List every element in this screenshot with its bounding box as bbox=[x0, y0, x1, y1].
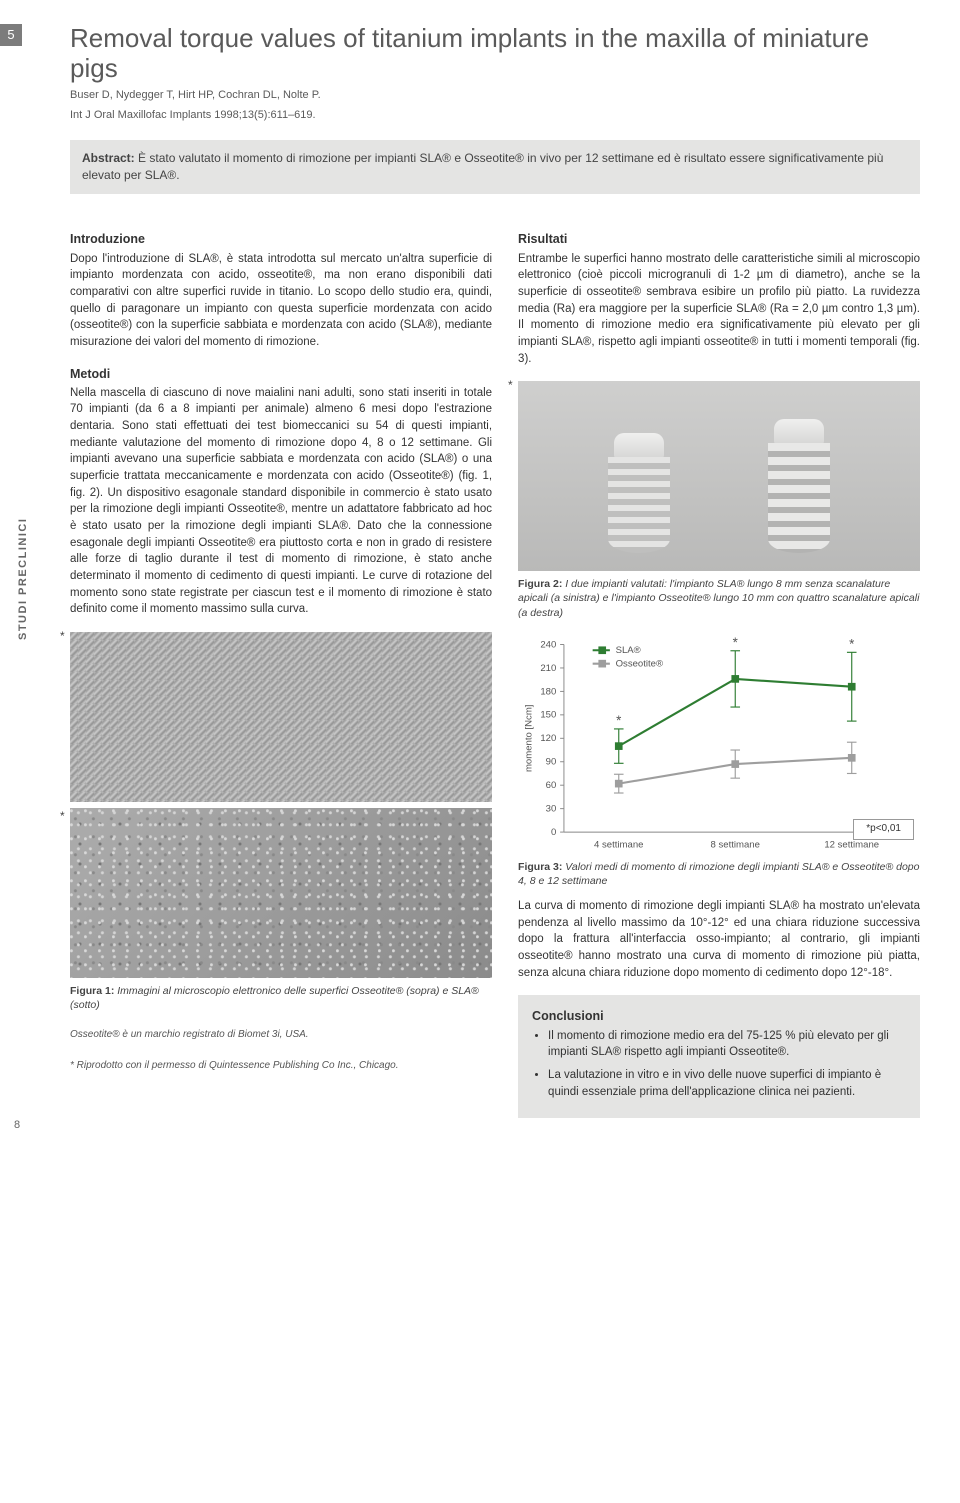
results-text: Entrambe le superfici hanno mostrato del… bbox=[518, 251, 920, 368]
svg-text:180: 180 bbox=[540, 686, 556, 697]
svg-text:90: 90 bbox=[546, 756, 557, 767]
sem-image-bottom bbox=[70, 808, 492, 978]
authors: Buser D, Nydegger T, Hirt HP, Cochran DL… bbox=[70, 88, 920, 104]
svg-text:*: * bbox=[616, 713, 621, 728]
figure-2-caption: Figura 2: I due impianti valutati: l'imp… bbox=[518, 577, 920, 620]
asterisk-icon: * bbox=[60, 628, 65, 645]
figure-2: * Figura 2: I due impianti valutati: l'i… bbox=[518, 381, 920, 620]
abstract-text: È stato valutato il momento di rimozione… bbox=[82, 151, 883, 182]
figure-1: * * Figura 1: Immagini al microscopio el… bbox=[70, 632, 492, 1012]
svg-text:120: 120 bbox=[540, 733, 556, 744]
page-badge: 5 bbox=[0, 24, 22, 46]
svg-text:Osseotite®: Osseotite® bbox=[616, 658, 663, 669]
trademark-note: Osseotite® è un marchio registrato di Bi… bbox=[70, 1028, 492, 1043]
implant-photo bbox=[518, 381, 920, 571]
abstract-box: Abstract: È stato valutato il momento di… bbox=[70, 140, 920, 195]
svg-text:12 settimane: 12 settimane bbox=[824, 839, 879, 850]
permission-note: * Riprodotto con il permesso di Quintess… bbox=[70, 1059, 492, 1074]
citation: Int J Oral Maxillofac Implants 1998;13(5… bbox=[70, 108, 920, 124]
intro-heading: Introduzione bbox=[70, 230, 492, 248]
conclusions-heading: Conclusioni bbox=[532, 1007, 906, 1025]
fig1-caption-text: Immagini al microscopio elettronico dell… bbox=[70, 985, 479, 1011]
implant-sla bbox=[608, 433, 670, 553]
right-column: Risultati Entrambe le superfici hanno mo… bbox=[518, 230, 920, 1118]
article-title: Removal torque values of titanium implan… bbox=[70, 24, 920, 84]
results-heading: Risultati bbox=[518, 230, 920, 248]
methods-text: Nella mascella di ciascuno di nove maial… bbox=[70, 385, 492, 618]
sem-image-top bbox=[70, 632, 492, 802]
svg-text:8 settimane: 8 settimane bbox=[711, 839, 760, 850]
asterisk-icon: * bbox=[508, 377, 513, 394]
svg-text:SLA®: SLA® bbox=[616, 645, 641, 656]
fig3-caption-text: Valori medi di momento di rimozione degl… bbox=[518, 861, 919, 887]
conclusions-list: Il momento di rimozione medio era del 75… bbox=[532, 1028, 906, 1101]
page: 5 Removal torque values of titanium impl… bbox=[0, 0, 960, 1158]
figure-1-caption: Figura 1: Immagini al microscopio elettr… bbox=[70, 984, 492, 1012]
fig2-caption-label: Figura 2: bbox=[518, 578, 562, 590]
svg-text:30: 30 bbox=[546, 803, 557, 814]
two-column-layout: Introduzione Dopo l'introduzione di SLA®… bbox=[70, 230, 920, 1118]
svg-text:*: * bbox=[849, 636, 854, 651]
conclusions-box: Conclusioni Il momento di rimozione medi… bbox=[518, 995, 920, 1118]
svg-text:150: 150 bbox=[540, 710, 556, 721]
figure-3-chart: 0 30 60 90 120 150 180 210 240 momento [Ncm] 4 set… bbox=[518, 630, 920, 860]
svg-text:240: 240 bbox=[540, 639, 556, 650]
left-column: Introduzione Dopo l'introduzione di SLA®… bbox=[70, 230, 492, 1118]
fig1-caption-label: Figura 1: bbox=[70, 985, 114, 997]
fig3-caption-label: Figura 3: bbox=[518, 861, 562, 873]
conclusion-item: La valutazione in vitro e in vivo delle … bbox=[548, 1067, 906, 1100]
intro-text: Dopo l'introduzione di SLA®, è stata int… bbox=[70, 251, 492, 351]
svg-text:4 settimane: 4 settimane bbox=[594, 839, 643, 850]
conclusion-item: Il momento di rimozione medio era del 75… bbox=[548, 1028, 906, 1061]
asterisk-icon: * bbox=[60, 808, 65, 825]
svg-text:0: 0 bbox=[551, 827, 556, 838]
svg-text:210: 210 bbox=[540, 663, 556, 674]
svg-text:*: * bbox=[733, 635, 738, 650]
svg-text:momento [Ncm]: momento [Ncm] bbox=[523, 704, 534, 771]
section-tab: STUDI PRECLINICI bbox=[16, 518, 32, 640]
figure-3-caption: Figura 3: Valori medi di momento di rimo… bbox=[518, 860, 920, 888]
page-number: 8 bbox=[14, 1118, 20, 1134]
svg-text:60: 60 bbox=[546, 780, 557, 791]
fig2-caption-text: I due impianti valutati: l'impianto SLA®… bbox=[518, 578, 919, 618]
results-text-2: La curva di momento di rimozione degli i… bbox=[518, 898, 920, 981]
abstract-label: Abstract: bbox=[82, 151, 135, 165]
p-value-box: *p<0,01 bbox=[853, 819, 914, 840]
implant-osseotite bbox=[768, 419, 830, 553]
methods-heading: Metodi bbox=[70, 365, 492, 383]
